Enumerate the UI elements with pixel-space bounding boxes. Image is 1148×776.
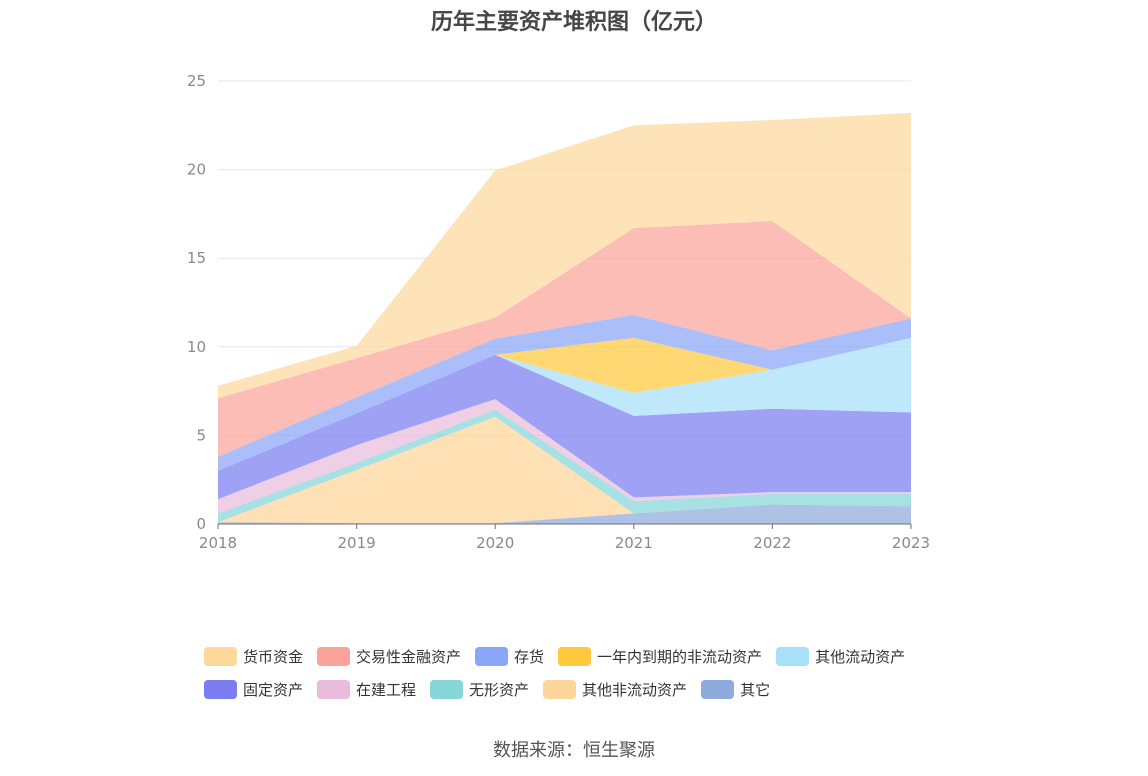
- y-tick-label: 20: [187, 161, 206, 179]
- y-tick-label: 5: [196, 426, 206, 444]
- legend-item[interactable]: 其他非流动资产: [543, 679, 687, 700]
- legend-swatch: [475, 647, 509, 666]
- legend-swatch: [204, 647, 237, 666]
- x-tick-label: 2023: [892, 534, 930, 552]
- x-tick-label: 2019: [338, 534, 376, 552]
- legend-label: 无形资产: [469, 681, 530, 699]
- legend-swatch: [701, 680, 735, 699]
- legend-item[interactable]: 在建工程: [317, 679, 416, 700]
- legend-label: 固定资产: [243, 681, 304, 699]
- y-tick-label: 15: [187, 249, 206, 267]
- legend-swatch: [776, 647, 810, 666]
- x-tick-label: 2022: [753, 534, 791, 552]
- x-tick-label: 2018: [199, 534, 237, 552]
- data-source-note: 数据来源：恒生聚源: [493, 740, 655, 761]
- axes: 0 5 10 15 20 25 2018 2019 2020 2021 2022 2023: [187, 72, 930, 552]
- area-series-1: [218, 416, 911, 524]
- legend-item[interactable]: 其它: [701, 679, 770, 700]
- area-series-6: [218, 337, 911, 471]
- legend-swatch: [317, 647, 351, 666]
- x-tick-label: 2021: [615, 534, 653, 552]
- y-tick-label: 25: [187, 72, 206, 90]
- area-series: [218, 112, 911, 524]
- legend-swatch: [558, 647, 592, 666]
- legend-item[interactable]: 货币资金: [204, 646, 303, 667]
- legend-row: 货币资金 交易性金融资产 存货 一年内到期的非流动资产 其他流动资产: [204, 640, 964, 673]
- legend-item[interactable]: 其他流动资产: [776, 646, 905, 667]
- area-series-7: [218, 314, 911, 471]
- area-series-2: [218, 409, 911, 523]
- legend-label: 其它: [740, 681, 771, 699]
- legend-swatch: [543, 680, 577, 699]
- area-series-5: [218, 337, 911, 471]
- legend-item[interactable]: 无形资产: [430, 679, 529, 700]
- legend-label: 其他流动资产: [815, 648, 906, 666]
- legend-label: 存货: [514, 648, 545, 666]
- legend-label: 在建工程: [356, 681, 417, 699]
- area-series-4: [218, 354, 911, 500]
- legend-swatch: [317, 680, 351, 699]
- legend-swatch: [204, 680, 237, 699]
- y-tick-label: 10: [187, 338, 206, 356]
- legend-item[interactable]: 一年内到期的非流动资产: [558, 646, 762, 667]
- legend-label: 一年内到期的非流动资产: [597, 648, 763, 666]
- legend-swatch: [430, 680, 464, 699]
- legend: 货币资金 交易性金融资产 存货 一年内到期的非流动资产 其他流动资产 固定资产 在建工程 无…: [204, 640, 964, 706]
- area-series-9: [218, 112, 911, 399]
- y-tick-label: 0: [196, 515, 206, 533]
- legend-label: 货币资金: [243, 648, 304, 666]
- legend-label: 其他非流动资产: [582, 681, 688, 699]
- area-series-0: [218, 504, 911, 524]
- area-series-8: [218, 221, 911, 457]
- area-series-3: [218, 399, 911, 514]
- x-tick-label: 2020: [476, 534, 514, 552]
- chart-title: 历年主要资产堆积图（亿元）: [430, 10, 717, 35]
- legend-item[interactable]: 存货: [475, 646, 544, 667]
- legend-label: 交易性金融资产: [356, 648, 462, 666]
- legend-item[interactable]: 交易性金融资产: [317, 646, 461, 667]
- legend-item[interactable]: 固定资产: [204, 679, 303, 700]
- legend-row: 固定资产 在建工程 无形资产 其他非流动资产 其它: [204, 673, 964, 706]
